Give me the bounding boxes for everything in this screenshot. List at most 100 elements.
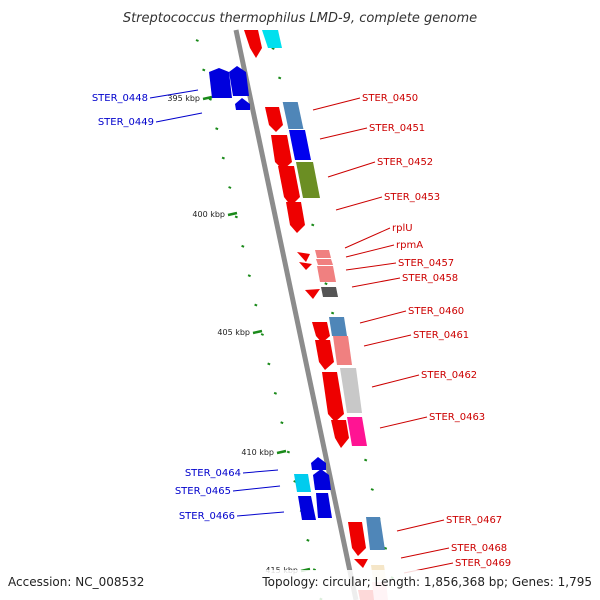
track-dot bbox=[306, 538, 310, 542]
track-dot bbox=[364, 458, 368, 462]
feature-ster-0452-red[interactable] bbox=[278, 166, 300, 206]
feature-ster-0450-red[interactable] bbox=[265, 107, 283, 132]
accession-text: Accession: NC_008532 bbox=[8, 575, 144, 589]
track-dot bbox=[330, 311, 335, 315]
gene-label-forward[interactable]: STER_0463 bbox=[429, 412, 485, 423]
feature-ster-0451-blue[interactable] bbox=[289, 130, 311, 160]
feature-ster-0450-box[interactable] bbox=[282, 102, 304, 129]
feature-arrow-ster-0466a[interactable] bbox=[298, 496, 316, 520]
genome-backbone bbox=[233, 29, 359, 600]
track-dot bbox=[208, 97, 212, 101]
feature-ster-0461-box[interactable] bbox=[333, 336, 352, 365]
gene-label-forward[interactable]: STER_0458 bbox=[402, 273, 458, 284]
gene-label-forward[interactable]: STER_0450 bbox=[362, 93, 418, 104]
feature-ster-0458-box[interactable] bbox=[321, 287, 338, 297]
leader-line bbox=[359, 310, 407, 324]
leader-line bbox=[335, 196, 383, 211]
track-dot bbox=[195, 39, 199, 42]
gene-labels: STER_0448 STER_0449 STER_0464 STER_0465 STER… bbox=[92, 89, 511, 574]
gene-label-reverse[interactable]: STER_0465 bbox=[175, 486, 231, 497]
tick-mark bbox=[276, 449, 287, 455]
feature-ster-0463-red[interactable] bbox=[331, 420, 349, 448]
footer-bg bbox=[0, 570, 600, 600]
track-dot bbox=[215, 127, 219, 131]
leader-line bbox=[327, 161, 376, 178]
leader-line bbox=[371, 374, 420, 388]
gene-label-forward[interactable]: STER_0467 bbox=[446, 515, 502, 526]
track-dot bbox=[267, 362, 271, 366]
feature-ster-0463-box[interactable] bbox=[347, 417, 367, 446]
gene-label-forward[interactable]: STER_0451 bbox=[369, 123, 425, 134]
tick-label: 405 kbp bbox=[217, 328, 250, 337]
tick-mark bbox=[202, 95, 213, 101]
feature-arrow-ster-0448b[interactable] bbox=[229, 66, 249, 96]
track-dot bbox=[324, 282, 328, 286]
gene-label-forward[interactable]: STER_0461 bbox=[413, 330, 469, 341]
track-dot bbox=[247, 274, 251, 278]
leader-line bbox=[149, 89, 199, 99]
feature-box-top-cyan[interactable] bbox=[262, 30, 282, 48]
feature-arrow-ster-0449[interactable] bbox=[235, 98, 250, 110]
track-dot bbox=[273, 391, 277, 395]
leader-line bbox=[232, 485, 281, 492]
feature-rplu-box[interactable] bbox=[315, 250, 331, 258]
track-dot bbox=[234, 215, 238, 219]
gene-label-forward[interactable]: STER_0452 bbox=[377, 157, 433, 168]
feature-arrow-ster-0448[interactable] bbox=[209, 68, 232, 98]
leader-line bbox=[319, 127, 368, 140]
leader-line bbox=[242, 469, 279, 474]
track-dot bbox=[271, 47, 275, 50]
feature-ster-0457-box[interactable] bbox=[317, 266, 336, 282]
feature-ster-0461-red[interactable] bbox=[315, 340, 334, 370]
feature-ster-0452-olive[interactable] bbox=[296, 162, 320, 198]
feature-arrow-ster-0464a[interactable] bbox=[311, 457, 326, 470]
feature-ster-0460-box[interactable] bbox=[329, 317, 347, 336]
gene-label-reverse[interactable]: STER_0464 bbox=[185, 468, 241, 479]
gene-label-forward[interactable]: rpmA bbox=[396, 240, 423, 251]
gene-label-reverse[interactable]: STER_0449 bbox=[98, 117, 154, 128]
gene-label-forward[interactable]: STER_0453 bbox=[384, 192, 440, 203]
track-dot bbox=[260, 333, 264, 336]
feature-ster-0453-red[interactable] bbox=[286, 202, 305, 233]
feature-ster-0468-red[interactable] bbox=[354, 559, 368, 568]
leader-line bbox=[345, 262, 397, 271]
gene-label-forward[interactable]: STER_0469 bbox=[455, 558, 511, 569]
feature-arrow-ster-0466b[interactable] bbox=[316, 493, 332, 518]
feature-ster-0460-red[interactable] bbox=[312, 322, 330, 343]
feature-ster-0458-red[interactable] bbox=[305, 289, 320, 299]
feature-arrow-ster-0465[interactable] bbox=[313, 469, 331, 490]
gene-label-reverse[interactable]: STER_0448 bbox=[92, 93, 148, 104]
tick-mark bbox=[227, 211, 238, 217]
feature-ster-0467-box[interactable] bbox=[366, 517, 385, 550]
track-dot bbox=[254, 303, 258, 307]
leader-line bbox=[312, 97, 361, 111]
leader-line bbox=[344, 227, 391, 249]
feature-rpma-red[interactable] bbox=[299, 262, 312, 270]
gene-label-forward[interactable]: rplU bbox=[392, 223, 413, 234]
leader-line bbox=[155, 112, 203, 123]
gene-label-forward[interactable]: STER_0457 bbox=[398, 258, 454, 269]
leader-line bbox=[396, 519, 445, 532]
track-dot bbox=[280, 421, 284, 425]
track-dot bbox=[241, 244, 245, 248]
feature-ster-0462-box[interactable] bbox=[340, 368, 362, 413]
gene-label-forward[interactable]: STER_0460 bbox=[408, 306, 464, 317]
feature-rplu-red[interactable] bbox=[297, 252, 310, 262]
feature-ster-0467-red[interactable] bbox=[348, 522, 366, 556]
feature-ster-0462-red[interactable] bbox=[322, 372, 344, 422]
gene-label-forward[interactable]: STER_0468 bbox=[451, 543, 507, 554]
track-dot bbox=[370, 488, 374, 491]
feature-ster-0451-red[interactable] bbox=[271, 135, 292, 170]
track-dot bbox=[286, 450, 291, 454]
track-dot bbox=[311, 223, 315, 227]
feature-rpma-box[interactable] bbox=[316, 259, 333, 265]
feature-arrow-top-red[interactable] bbox=[244, 30, 262, 58]
tick-label: 395 kbp bbox=[167, 94, 200, 103]
gene-label-forward[interactable]: STER_0462 bbox=[421, 370, 477, 381]
leader-line bbox=[351, 277, 401, 288]
leader-line bbox=[345, 244, 395, 258]
feature-ster-0464-cyan[interactable] bbox=[294, 474, 311, 492]
tick-mark bbox=[252, 329, 263, 335]
gene-label-reverse[interactable]: STER_0466 bbox=[179, 511, 235, 522]
